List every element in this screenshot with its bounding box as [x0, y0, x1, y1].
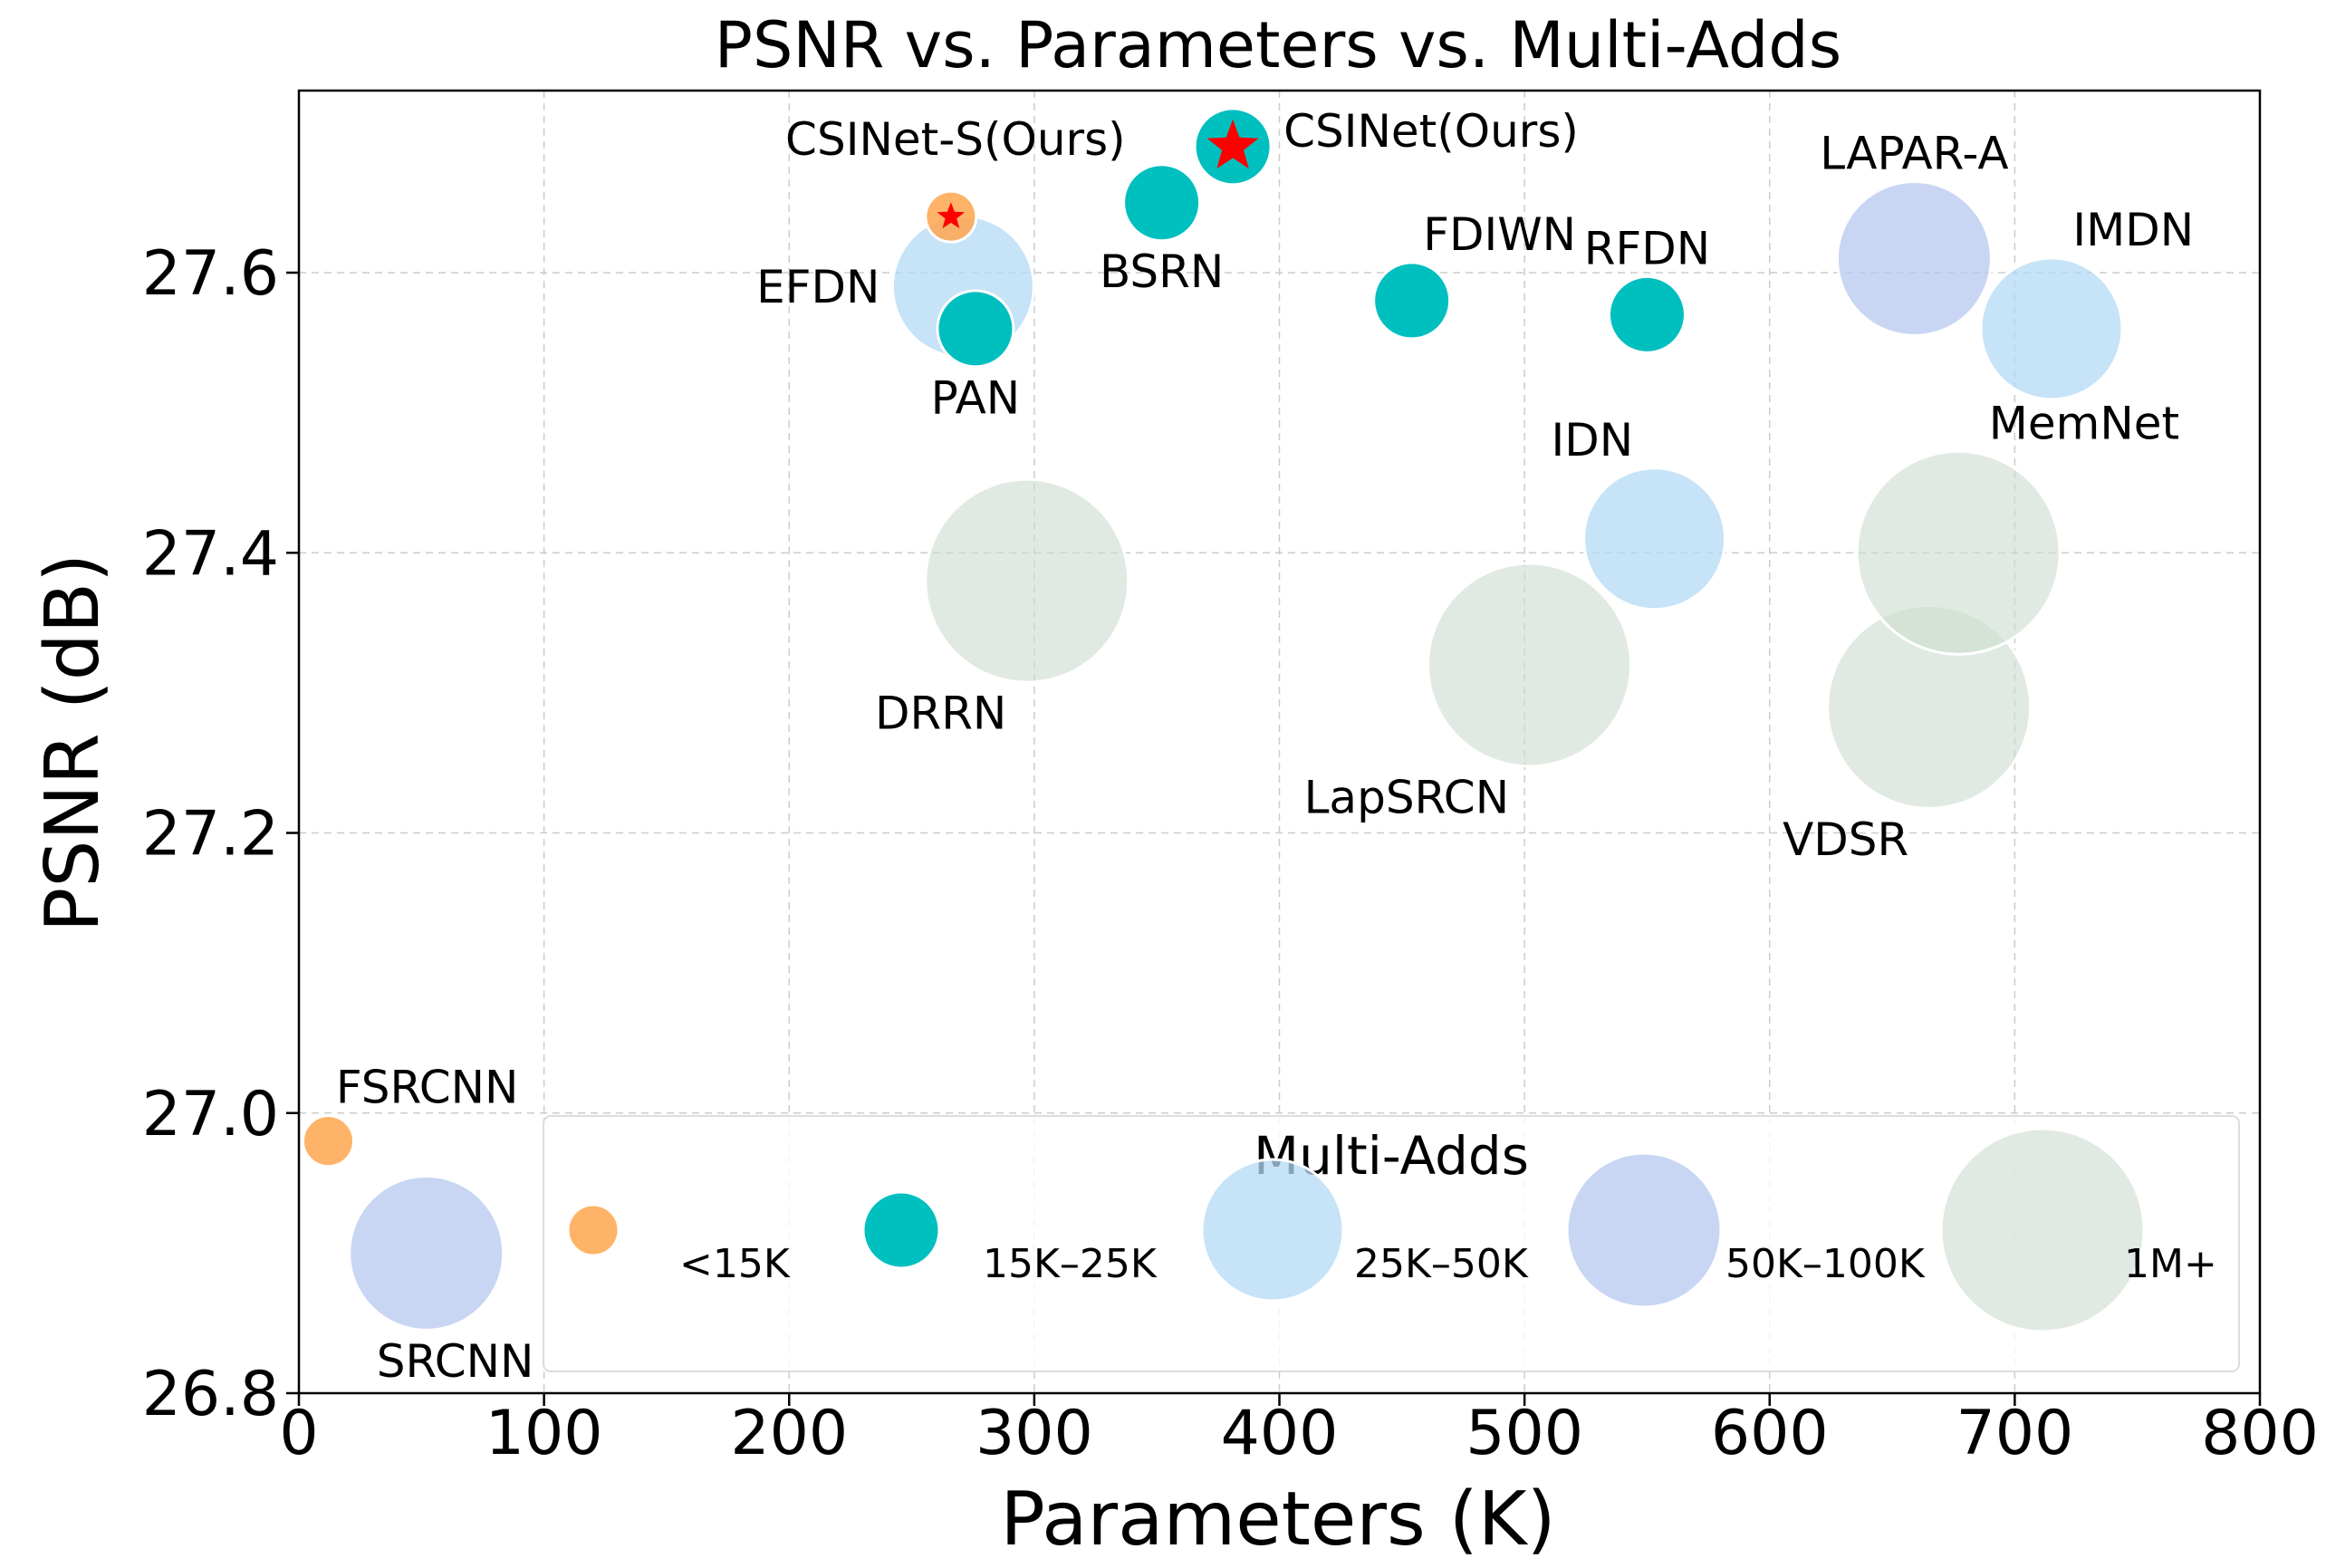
bubble-rfdn [1607, 274, 1687, 354]
point-label-fsrcnn: FSRCNN [336, 1062, 519, 1114]
point-label-pan: PAN [931, 371, 1021, 424]
point-label-efdn: EFDN [756, 261, 879, 313]
bubble-imdn [1979, 256, 2124, 401]
point-label-rfdn: RFDN [1584, 222, 1710, 274]
axis-ticks: 0 100 200 300 400 500 600 700 800 26.8 27.0 27.2 27.… [142, 238, 2319, 1469]
legend-label-lt15k: <15K [679, 1241, 791, 1287]
bubble-drrn [924, 477, 1130, 684]
point-label-fdiwn: FDIWN [1423, 208, 1576, 261]
point-label-lapar-a: LAPAR-A [1820, 128, 2008, 180]
point-label-imdn: IMDN [2072, 204, 2194, 256]
legend-frame [543, 1115, 2240, 1372]
legend-marker-lt15k [566, 1203, 620, 1257]
legend: Multi-Adds <15K 15K–25K 25K–50K 50K–100K 1M+ [543, 1115, 2240, 1372]
bubble-memnet [1855, 449, 2062, 656]
bubble-lapar-a [1835, 180, 1993, 338]
legend-marker-25k-50k [1200, 1158, 1345, 1303]
point-label-lapsrcn: LapSRCN [1304, 771, 1510, 823]
y-tick-label: 27.4 [142, 518, 279, 590]
y-tick-label: 27.0 [142, 1079, 279, 1150]
x-axis-label: Parameters (K) [1000, 1477, 1555, 1563]
data-bubbles [301, 107, 2124, 1332]
bubble-fdiwn [1372, 261, 1452, 341]
x-tick-label: 0 [279, 1398, 318, 1469]
point-label-drrn: DRRN [875, 688, 1006, 740]
x-tick-label: 200 [730, 1398, 848, 1469]
x-tick-label: 400 [1221, 1398, 1339, 1469]
point-label-memnet: MemNet [1989, 397, 2179, 449]
y-tick-label: 27.2 [142, 799, 279, 871]
legend-label-50k-100k: 50K–100K [1725, 1241, 1926, 1287]
bubble-idn [1582, 467, 1727, 611]
star-marker-csinet [1206, 119, 1259, 169]
point-label-idn: IDN [1552, 414, 1634, 467]
point-label-bsrn: BSRN [1100, 245, 1224, 298]
x-tick-label: 800 [2201, 1398, 2319, 1469]
point-label-csinet-s: CSINet-S(Ours) [785, 113, 1126, 166]
x-tick-label: 300 [976, 1398, 1093, 1469]
legend-label-1m-plus: 1M+ [2124, 1241, 2217, 1287]
y-tick-label: 27.6 [142, 238, 279, 310]
star-marker-csinet-s [937, 202, 966, 229]
point-label-vdsr: VDSR [1783, 813, 1908, 866]
legend-marker-1m-plus [1939, 1127, 2146, 1333]
bubble-fsrcnn [301, 1114, 355, 1169]
legend-marker-15k-25k [861, 1190, 941, 1270]
chart-title: PSNR vs. Parameters vs. Multi-Adds [715, 8, 1841, 82]
point-labels: SRCNN FSRCNN DRRN LapSRCN VDSR MemNet IDN LAPAR… [336, 105, 2194, 1388]
x-tick-label: 500 [1466, 1398, 1583, 1469]
y-tick-label: 26.8 [142, 1359, 279, 1430]
legend-label-25k-50k: 25K–50K [1354, 1241, 1529, 1287]
point-label-csinet: CSINet(Ours) [1283, 105, 1579, 158]
point-label-srcnn: SRCNN [377, 1335, 534, 1388]
bubble-srcnn [348, 1174, 505, 1332]
bubble-bsrn [1122, 163, 1202, 243]
bubble-pan [936, 289, 1015, 369]
bubble-lapsrcn [1427, 562, 1633, 768]
x-tick-label: 700 [1956, 1398, 2073, 1469]
x-tick-label: 600 [1711, 1398, 1829, 1469]
x-tick-label: 100 [485, 1398, 603, 1469]
y-axis-label: PSNR (dB) [30, 553, 116, 932]
legend-label-15k-25k: 15K–25K [983, 1241, 1158, 1287]
legend-marker-50k-100k [1565, 1151, 1723, 1309]
